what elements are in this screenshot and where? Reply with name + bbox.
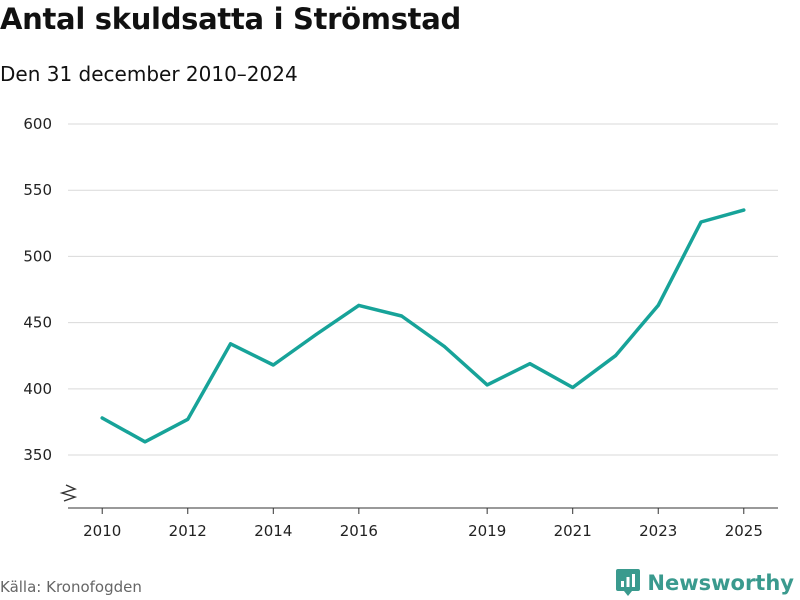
data-point — [229, 342, 233, 346]
y-tick-label: 350 — [23, 446, 52, 464]
x-tick-label: 2021 — [554, 522, 592, 540]
data-point — [699, 220, 703, 224]
x-tick-label: 2019 — [468, 522, 506, 540]
data-point — [400, 314, 404, 318]
data-point — [528, 362, 532, 366]
data-point — [613, 354, 617, 358]
data-point — [186, 417, 190, 421]
x-tick-label: 2025 — [725, 522, 763, 540]
x-tick-label: 2010 — [83, 522, 121, 540]
data-point — [143, 440, 147, 444]
data-point — [656, 303, 660, 307]
x-tick-label: 2012 — [169, 522, 207, 540]
brand-name: Newsworthy — [647, 571, 794, 595]
axis-break-icon — [59, 484, 78, 502]
x-tick-label: 2023 — [639, 522, 677, 540]
x-tick-label: 2014 — [254, 522, 292, 540]
data-point — [314, 333, 318, 337]
newsworthy-logo-icon — [616, 569, 641, 596]
chart-subtitle: Den 31 december 2010–2024 — [0, 62, 298, 86]
data-point — [742, 208, 746, 212]
y-tick-label: 450 — [23, 314, 52, 332]
y-tick-label: 550 — [23, 181, 52, 199]
data-point — [100, 416, 104, 420]
data-point — [357, 303, 361, 307]
chart-title: Antal skuldsatta i Strömstad — [0, 2, 461, 36]
y-tick-label: 400 — [23, 380, 52, 398]
data-point — [571, 386, 575, 390]
y-tick-label: 600 — [23, 115, 52, 133]
data-point — [442, 344, 446, 348]
brand-logo: Newsworthy — [615, 568, 794, 598]
series-line — [100, 208, 746, 444]
data-point — [271, 363, 275, 367]
data-point — [485, 383, 489, 387]
y-tick-label: 500 — [23, 247, 52, 265]
x-tick-label: 2016 — [340, 522, 378, 540]
source-note: Källa: Kronofogden — [0, 578, 142, 596]
